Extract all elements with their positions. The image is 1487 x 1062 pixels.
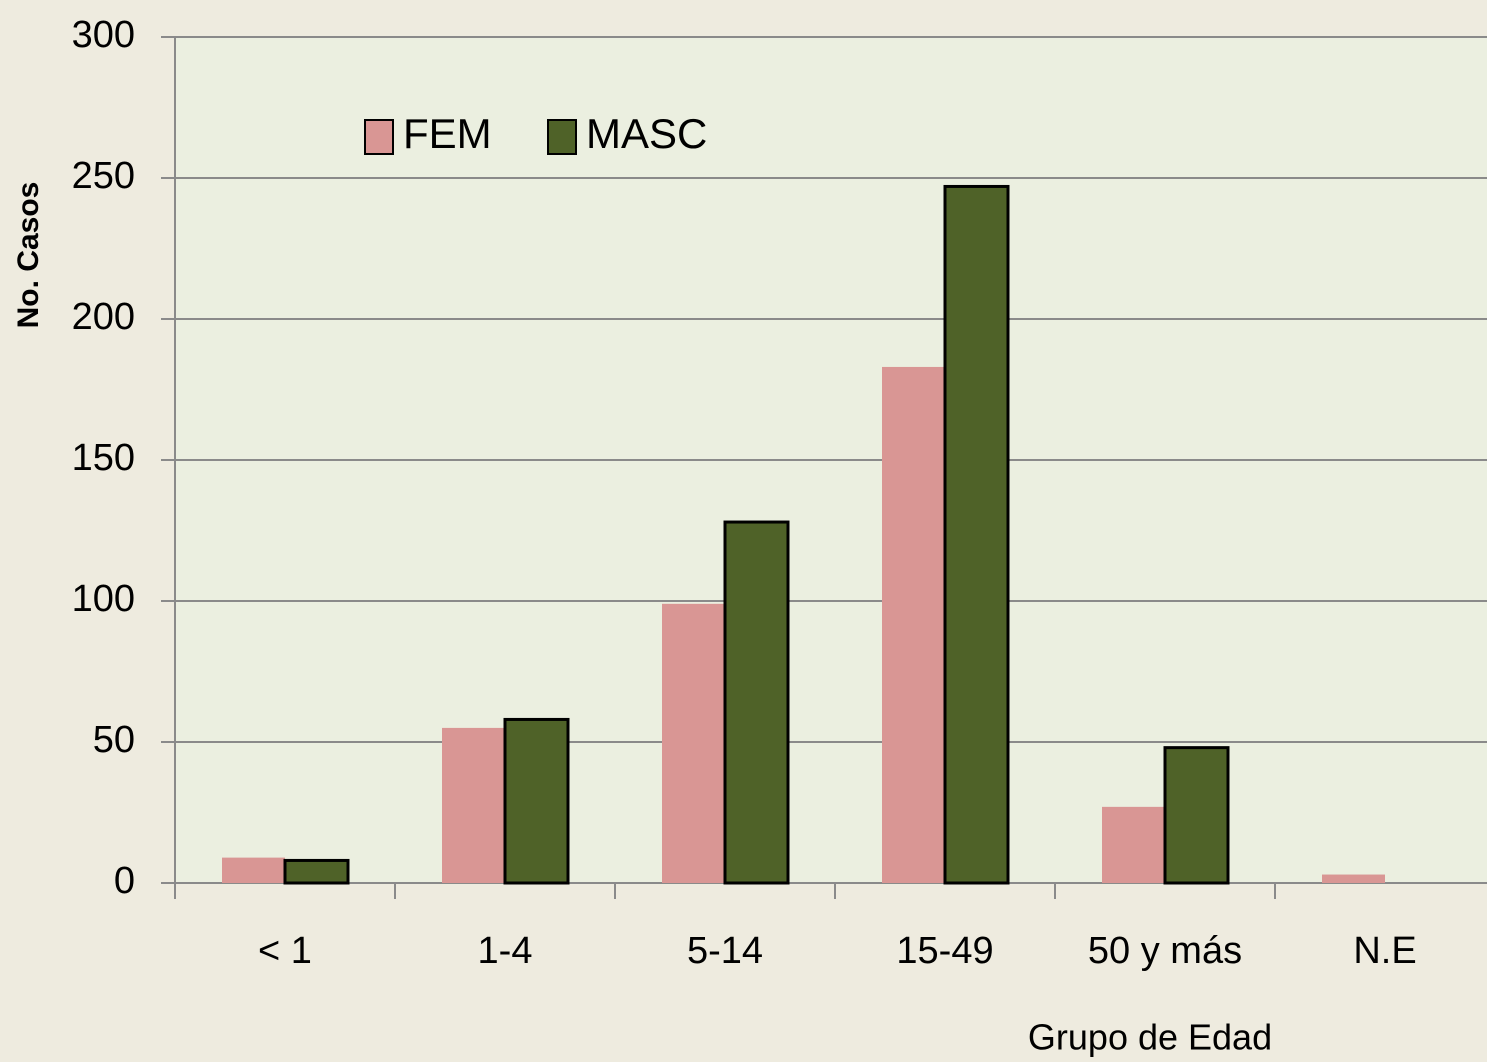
x-axis-title: Grupo de Edad bbox=[1028, 1017, 1272, 1058]
x-tick-label: 15-49 bbox=[896, 930, 993, 972]
x-tick-label: < 1 bbox=[258, 930, 312, 972]
bar bbox=[1322, 874, 1385, 883]
x-tick-label: N.E bbox=[1353, 930, 1416, 972]
x-tick-label: 50 y más bbox=[1088, 930, 1242, 972]
bar bbox=[283, 858, 350, 885]
legend-swatch bbox=[547, 119, 577, 155]
bar bbox=[662, 603, 725, 883]
y-tick-label: 50 bbox=[93, 719, 135, 761]
y-tick-label: 150 bbox=[72, 437, 135, 479]
legend-label: MASC bbox=[586, 110, 707, 157]
bar bbox=[503, 717, 570, 885]
y-tick-label: 0 bbox=[114, 860, 135, 902]
y-tick-label: 300 bbox=[72, 14, 135, 56]
bar bbox=[723, 520, 790, 885]
legend-label: FEM bbox=[403, 110, 492, 157]
y-tick-label: 100 bbox=[72, 578, 135, 620]
y-tick-label: 250 bbox=[72, 155, 135, 197]
x-tick-label: 5-14 bbox=[687, 930, 763, 972]
bar bbox=[1102, 806, 1165, 883]
bar bbox=[882, 366, 945, 883]
legend-swatch bbox=[364, 119, 394, 155]
bar bbox=[1163, 746, 1230, 885]
bar bbox=[442, 727, 505, 883]
x-tick-label: 1-4 bbox=[478, 930, 533, 972]
y-axis-title: No. Casos bbox=[12, 182, 45, 329]
bar bbox=[222, 857, 285, 883]
y-tick-label: 200 bbox=[72, 296, 135, 338]
bar bbox=[943, 184, 1010, 885]
